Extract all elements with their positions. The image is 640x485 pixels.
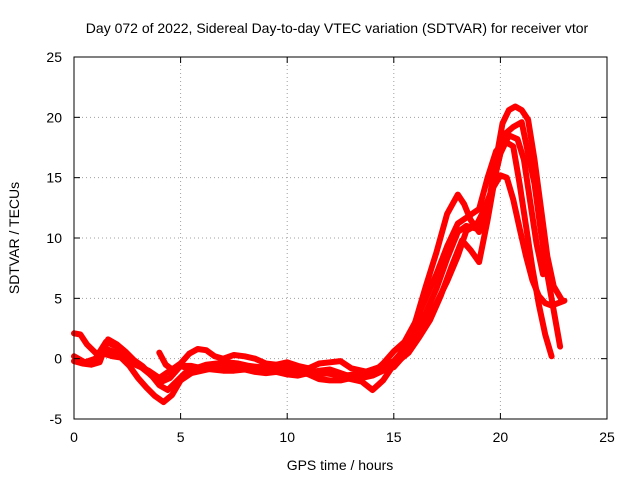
- chart-title: Day 072 of 2022, Sidereal Day-to-day VTE…: [86, 20, 589, 36]
- y-tick-label: 10: [46, 230, 62, 246]
- x-tick-label: 25: [599, 429, 615, 445]
- x-tick-label: 10: [279, 429, 295, 445]
- x-axis-label: GPS time / hours: [287, 457, 394, 473]
- series-line-trace-3: [71, 138, 555, 393]
- y-tick-label: 15: [46, 170, 62, 186]
- x-tick-label: 20: [493, 429, 509, 445]
- x-tick-label: 15: [386, 429, 402, 445]
- y-tick-label: 0: [54, 351, 62, 367]
- x-tick-label: 0: [70, 429, 78, 445]
- series-line-trace-5: [103, 132, 546, 381]
- series-layer: [71, 103, 568, 406]
- y-tick-label: 5: [54, 290, 62, 306]
- series-line-trace-1: [71, 172, 568, 406]
- series-line-trace-2: [71, 119, 564, 393]
- y-tick-label: -5: [50, 411, 63, 427]
- y-tick-label: 25: [46, 49, 62, 65]
- y-tick-label: 20: [46, 109, 62, 125]
- y-axis-label: SDTVAR / TECUs: [6, 182, 22, 294]
- x-tick-label: 5: [177, 429, 185, 445]
- series-line-trace-4: [156, 103, 566, 377]
- tick-layer: 0 5 10 15 20 25 -5 0 5 10 15 20 25: [46, 49, 615, 445]
